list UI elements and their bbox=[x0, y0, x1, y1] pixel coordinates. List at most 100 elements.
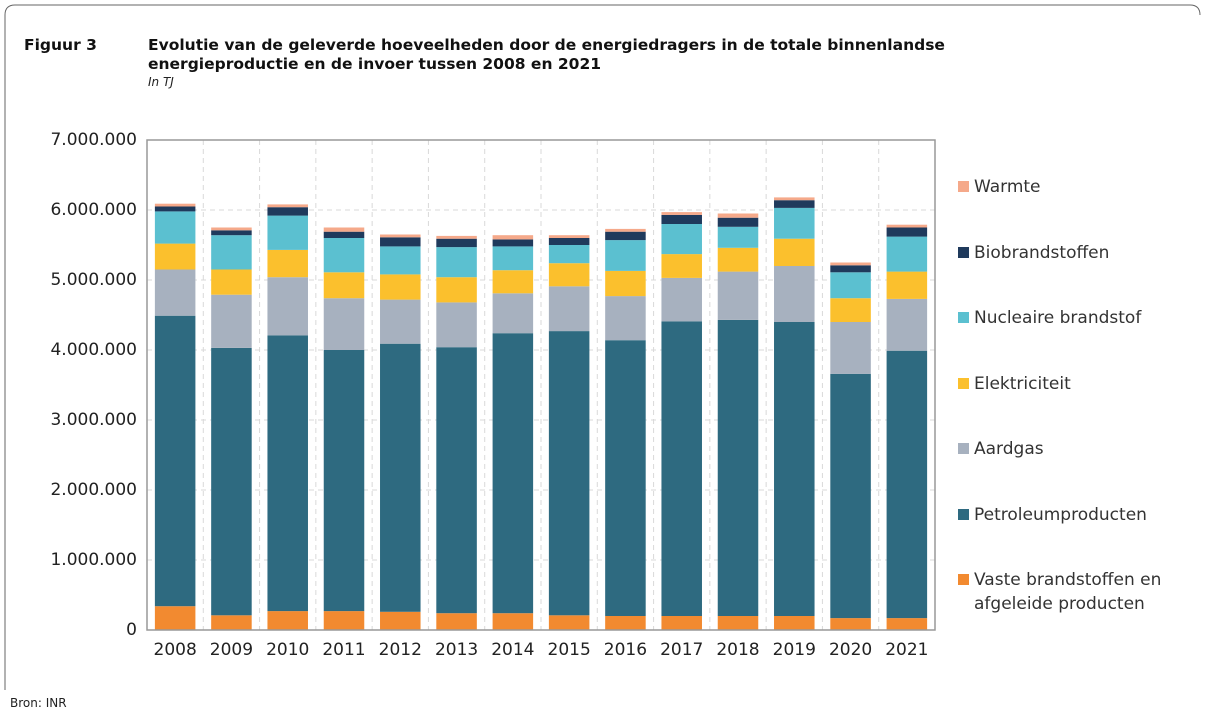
bar-segment bbox=[605, 240, 646, 271]
bar-segment bbox=[774, 207, 815, 239]
bar-segment bbox=[548, 263, 590, 287]
legend-item: Aardgas bbox=[958, 437, 1188, 461]
bar-segment bbox=[492, 270, 534, 294]
bar-segment bbox=[211, 615, 252, 630]
legend-item: Elektriciteit bbox=[958, 372, 1188, 396]
legend-swatch bbox=[958, 181, 969, 192]
bar-segment bbox=[436, 277, 477, 303]
y-tick-label: 2.000.000 bbox=[50, 480, 137, 500]
bar-segment bbox=[548, 286, 590, 332]
bar-segment bbox=[830, 298, 871, 322]
bar-segment bbox=[154, 269, 196, 316]
bar-segment bbox=[211, 294, 252, 348]
bar-segment bbox=[211, 235, 252, 270]
bar-segment bbox=[436, 302, 477, 348]
bar-segment bbox=[774, 197, 815, 201]
bar-segment bbox=[380, 237, 421, 247]
bar-segment bbox=[436, 235, 477, 239]
bar-segment bbox=[886, 236, 928, 272]
bar-segment bbox=[436, 613, 477, 630]
bar-segment bbox=[830, 618, 871, 630]
x-tick-label: 2011 bbox=[322, 640, 365, 660]
legend-label: Warmte bbox=[974, 177, 1041, 197]
bar-segment bbox=[267, 277, 308, 336]
bar-segment bbox=[774, 200, 815, 208]
source: Bron: INR bbox=[10, 696, 67, 710]
chart-subtitle: In TJ bbox=[148, 75, 174, 89]
bar-segment bbox=[717, 319, 759, 616]
bar-segment bbox=[605, 270, 646, 297]
x-tick-label: 2010 bbox=[266, 640, 309, 660]
bar-segment bbox=[380, 246, 421, 275]
y-tick-label: 3.000.000 bbox=[50, 410, 137, 430]
bar-segment bbox=[717, 616, 759, 630]
bar-segment bbox=[886, 618, 928, 630]
legend-swatch bbox=[958, 443, 969, 454]
bar-segment bbox=[380, 234, 421, 238]
bar-segment bbox=[436, 247, 477, 278]
bar-segment bbox=[267, 335, 308, 612]
bar-segment bbox=[830, 262, 871, 266]
x-tick-label: 2009 bbox=[210, 640, 253, 660]
legend-swatch bbox=[958, 246, 969, 258]
legend-item: Nucleaire brandstof bbox=[958, 306, 1188, 330]
bar-segment bbox=[548, 331, 590, 616]
legend-item: Biobrandstoffen bbox=[958, 241, 1188, 265]
bar-segment bbox=[154, 203, 196, 207]
bar-segment bbox=[830, 373, 871, 619]
figure-label: Figuur 3 bbox=[24, 36, 97, 54]
legend-label: Aardgas bbox=[974, 439, 1044, 459]
bar-segment bbox=[774, 266, 815, 322]
bar-segment bbox=[380, 299, 421, 344]
bar-segment bbox=[154, 606, 196, 630]
bar-segment bbox=[323, 231, 365, 238]
bar-segment bbox=[380, 611, 421, 630]
y-tick-label: 1.000.000 bbox=[50, 550, 137, 570]
x-tick-label: 2013 bbox=[435, 640, 478, 660]
bar-segment bbox=[548, 235, 590, 238]
bar-segment bbox=[267, 215, 308, 250]
bar-segment bbox=[661, 277, 702, 322]
bar-segment bbox=[605, 616, 646, 630]
legend-item: Warmte bbox=[958, 175, 1188, 199]
bar-segment bbox=[154, 211, 196, 244]
bar-segment bbox=[605, 296, 646, 341]
bar-segment bbox=[717, 213, 759, 218]
x-tick-label: 2021 bbox=[885, 640, 928, 660]
x-tick-label: 2014 bbox=[491, 640, 534, 660]
bar-segment bbox=[492, 333, 534, 614]
bar-segment bbox=[548, 238, 590, 245]
bar-segment bbox=[605, 231, 646, 241]
x-tick-label: 2012 bbox=[379, 640, 422, 660]
x-tick-label: 2008 bbox=[154, 640, 197, 660]
bar-segment bbox=[267, 207, 308, 216]
frame bbox=[4, 4, 1201, 690]
legend-label: Biobrandstoffen bbox=[974, 242, 1110, 263]
bar-segment bbox=[830, 265, 871, 273]
y-tick-label: 0 bbox=[126, 620, 137, 640]
bar-segment bbox=[211, 227, 252, 231]
bar-segment bbox=[661, 616, 702, 630]
bar-segment bbox=[154, 206, 196, 212]
x-tick-label: 2017 bbox=[660, 640, 703, 660]
bar-segment bbox=[717, 226, 759, 248]
legend-swatch bbox=[958, 508, 969, 520]
bar-segment bbox=[380, 274, 421, 300]
y-tick-label: 6.000.000 bbox=[50, 200, 137, 220]
bar-segment bbox=[661, 224, 702, 255]
legend-swatch bbox=[958, 312, 969, 323]
bar-segment bbox=[211, 230, 252, 236]
bar-segment bbox=[323, 227, 365, 232]
bar-segment bbox=[830, 272, 871, 299]
legend-label: Elektriciteit bbox=[974, 373, 1071, 394]
bar-segment bbox=[774, 322, 815, 616]
legend-item: Vaste brandstoffen en afgeleide producte… bbox=[958, 568, 1188, 616]
bar-segment bbox=[211, 347, 252, 616]
bar-segment bbox=[380, 343, 421, 612]
bar-segment bbox=[886, 271, 928, 299]
bar-segment bbox=[661, 254, 702, 278]
legend-item: Petroleumproducten bbox=[958, 503, 1188, 527]
bar-segment bbox=[436, 347, 477, 614]
